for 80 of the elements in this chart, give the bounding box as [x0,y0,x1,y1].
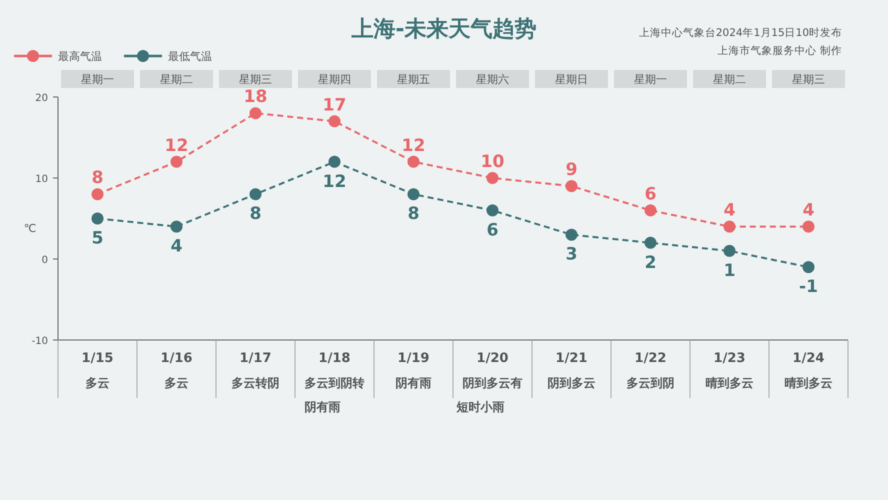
point [328,115,340,128]
text: 晴到多云 [784,376,832,390]
data-label: 18 [244,87,268,108]
point [802,220,814,233]
text: 多云 [86,376,110,390]
point [566,180,578,192]
text: 多云到阴 [626,376,674,390]
x-tick-label: 1/17 [240,351,272,366]
text: 星期一 [81,73,114,86]
data-label: 5 [92,228,104,248]
text: 晴到多云 [706,376,754,390]
data-label: 4 [802,200,815,221]
point [408,156,420,168]
point [566,228,578,241]
point [328,156,340,168]
y-tick-label: 10 [35,174,48,185]
y-tick-label: -10 [32,336,48,347]
x-tick-label: 1/19 [398,351,430,366]
point [724,244,736,257]
data-label: 12 [322,172,346,192]
data-label: 10 [480,152,504,172]
data-label: 12 [402,136,426,156]
point [644,204,656,216]
point [408,188,420,200]
text: 上海市气象服务中心 制作 [718,44,842,57]
text: 阴有雨 [396,376,432,390]
point [724,220,736,233]
y-tick-label: 20 [35,93,48,104]
text: 星期六 [476,73,509,86]
point [170,156,182,168]
data-label: 4 [170,236,183,257]
data-label: 4 [724,200,736,221]
data-label: 1 [724,260,736,281]
data-label: 17 [322,95,346,116]
data-label: 8 [408,204,420,224]
x-tick-label: 1/23 [714,351,746,366]
x-tick-label: 1/15 [82,351,114,366]
point [250,107,262,120]
point [644,236,656,249]
x-tick-label: 1/21 [556,351,588,366]
point [170,220,182,233]
x-tick-label: 1/18 [318,351,350,366]
text: 阴到多云有短时小雨 [456,376,522,414]
text: 多云转阴 [232,376,280,390]
point [92,188,104,200]
data-label: 2 [644,252,656,273]
text: 星期四 [318,73,351,86]
x-tick-label: 1/22 [634,351,666,366]
point [486,172,498,184]
x-tick-label: 1/16 [160,351,192,366]
text: 星期日 [555,73,588,86]
point [486,204,498,216]
text: 星期五 [397,73,430,86]
point [92,212,104,224]
text: 星期三 [792,73,825,86]
data-label: 8 [250,204,262,224]
x-tick-label: 1/20 [476,351,508,366]
text: 星期一 [634,73,667,86]
legend-label: 最低气温 [168,50,212,63]
text: 星期二 [160,73,193,86]
data-label: 3 [566,244,578,265]
point [250,188,262,200]
data-label: 6 [644,184,656,204]
text: 多云 [164,376,188,390]
data-label: 12 [164,136,188,156]
y-axis-title: ℃ [24,222,36,235]
data-label: 9 [566,160,578,180]
data-label: 8 [92,168,104,188]
chart-title: 上海-未来天气趋势 [350,17,537,42]
text: 星期三 [239,73,272,86]
text: 上海中心气象台2024年1月15日10时发布 [638,26,842,39]
text: 多云到阴转阴有雨 [304,376,364,414]
point [802,261,814,274]
data-label: 6 [486,220,498,240]
text: 阴到多云 [548,376,596,390]
legend-label: 最高气温 [58,50,102,63]
data-label: -1 [799,277,818,298]
y-tick-label: 0 [42,255,48,266]
x-tick-label: 1/24 [792,351,824,366]
text: 星期二 [713,73,746,86]
